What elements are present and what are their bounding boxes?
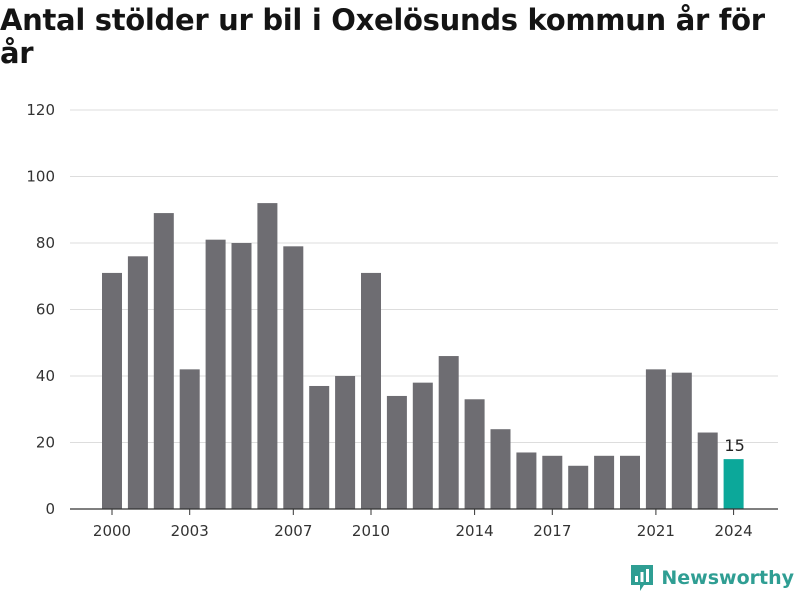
bar-2007 (283, 246, 304, 509)
y-tick-label: 120 (26, 101, 55, 119)
brand-name: Newsworthy (661, 567, 794, 589)
bar-2002 (153, 213, 174, 509)
y-tick-label: 80 (36, 234, 55, 252)
bar-2013 (438, 356, 459, 509)
y-tick-label: 60 (36, 301, 55, 319)
bar-2023 (697, 432, 718, 509)
bar-2005 (231, 243, 252, 509)
bar-2018 (568, 465, 589, 509)
bar-2004 (205, 239, 226, 510)
chart-title: Antal stölder ur bil i Oxelösunds kommun… (0, 3, 765, 70)
y-tick-label: 100 (26, 168, 55, 186)
newsworthy-chart-icon (631, 565, 654, 591)
brand-logo: Newsworthy (629, 563, 794, 593)
bar-2008 (309, 385, 330, 509)
x-tick-label: 2000 (93, 522, 131, 540)
bar-2024 (723, 459, 744, 509)
bar-2021 (645, 369, 666, 509)
bar-2012 (412, 382, 433, 509)
bar-2022 (671, 372, 692, 509)
data-label: 15 (724, 436, 744, 455)
x-tick-label: 2017 (533, 522, 571, 540)
bar-2003 (179, 369, 200, 509)
bar-2019 (594, 455, 615, 509)
bars (102, 203, 744, 510)
x-tick-label: 2021 (637, 522, 675, 540)
x-tick-label: 2007 (274, 522, 312, 540)
x-tick-label: 2014 (456, 522, 494, 540)
bar-2016 (516, 452, 537, 509)
bar-2006 (257, 203, 278, 509)
x-tick-label: 2010 (352, 522, 390, 540)
bar-2011 (386, 395, 407, 509)
x-tick-label: 2024 (715, 522, 753, 540)
y-tick-label: 40 (36, 367, 55, 385)
x-axis: 2000 2003 2007 2010 2014 2017 2021 2024 (70, 508, 778, 540)
y-tick-label: 0 (45, 500, 55, 518)
y-tick-label: 20 (36, 434, 55, 452)
bar-2000 (102, 272, 122, 509)
bar-2001 (127, 256, 148, 509)
bar-2015 (490, 429, 511, 509)
y-axis: 0 20 40 60 80 100 120 (26, 101, 55, 518)
bar-2017 (542, 455, 563, 509)
x-tick-label: 2003 (171, 522, 209, 540)
bar-2010 (361, 272, 381, 509)
bar-2020 (620, 455, 640, 509)
bar-2014 (464, 399, 485, 509)
bar-2009 (335, 376, 356, 509)
data-labels: 15 (724, 436, 744, 455)
